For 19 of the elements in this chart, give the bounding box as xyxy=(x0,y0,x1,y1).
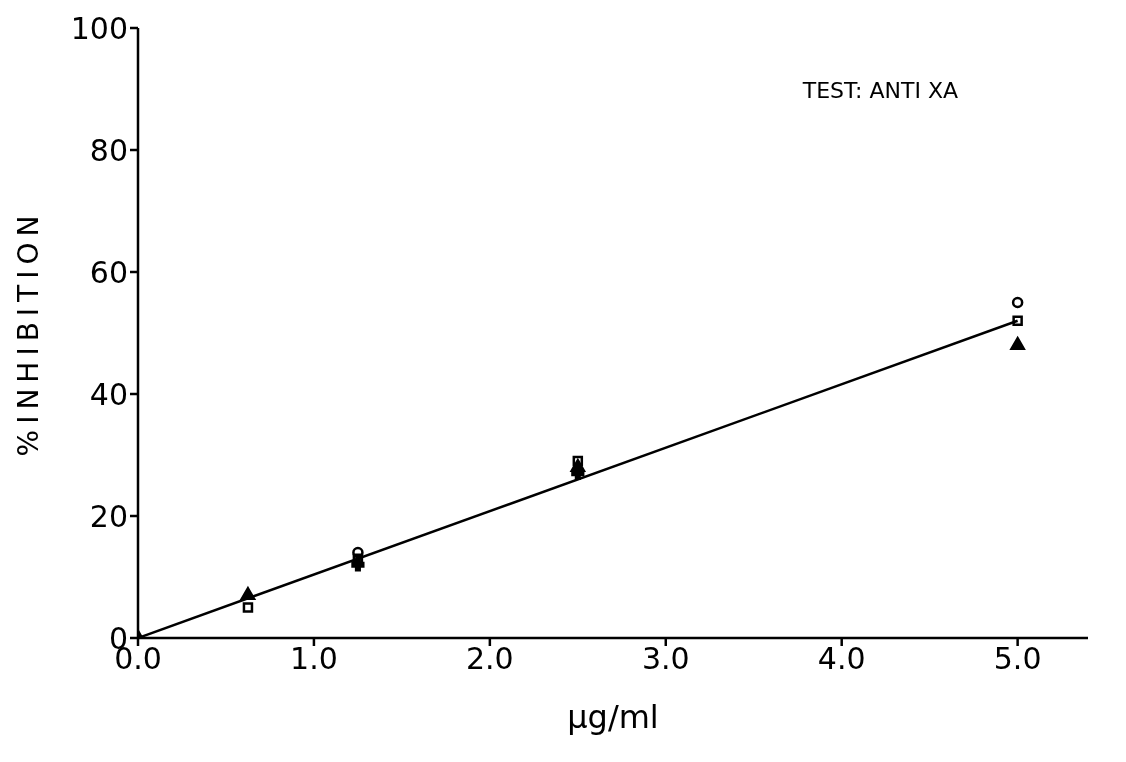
point xyxy=(1011,296,1024,309)
y-axis-title: %INHIBITION xyxy=(11,209,45,457)
x-axis-title: µg/ml xyxy=(567,698,659,736)
y-tick-label: 80 xyxy=(89,132,128,168)
x-tick-label: 4.0 xyxy=(817,641,866,677)
y-tick-label: 40 xyxy=(89,376,128,412)
y-tick-label: 20 xyxy=(89,498,128,534)
point xyxy=(242,602,254,613)
y-tick-label: 60 xyxy=(89,254,128,290)
point xyxy=(240,587,256,601)
point xyxy=(1012,315,1023,327)
annotation: TEST: ANTI XA xyxy=(802,78,958,103)
point xyxy=(352,546,364,559)
x-tick-label: 2.0 xyxy=(465,641,514,677)
x-tick-label: 5.0 xyxy=(993,641,1042,677)
point xyxy=(351,558,365,572)
y-tick-label: 100 xyxy=(70,10,128,46)
x-tick-label: 3.0 xyxy=(641,641,690,677)
x-tick-label: 1.0 xyxy=(290,641,338,677)
